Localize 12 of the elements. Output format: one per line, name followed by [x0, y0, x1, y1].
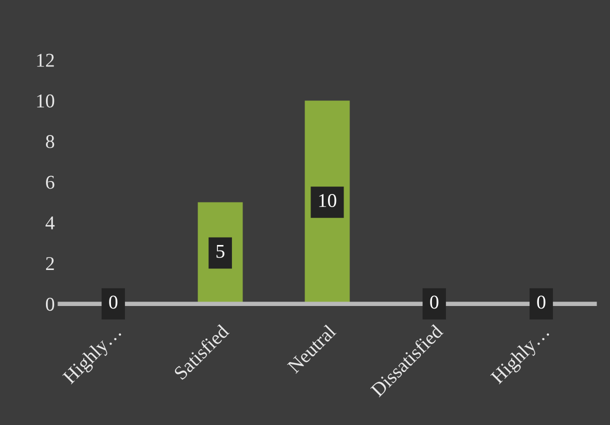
data-label: 0	[537, 296, 546, 309]
y-tick-label: 2	[46, 257, 54, 270]
y-tick-label: 0	[46, 298, 54, 311]
data-label: 0	[430, 296, 438, 309]
y-tick-label: 4	[46, 216, 55, 230]
y-tick-label: 8	[46, 135, 54, 148]
data-label: 0	[109, 296, 118, 309]
y-tick-label: 12	[37, 54, 54, 67]
y-tick-label: 6	[46, 176, 54, 189]
data-label: 10	[319, 194, 336, 208]
y-tick-label: 10	[37, 94, 54, 108]
data-label: 5	[216, 244, 224, 258]
